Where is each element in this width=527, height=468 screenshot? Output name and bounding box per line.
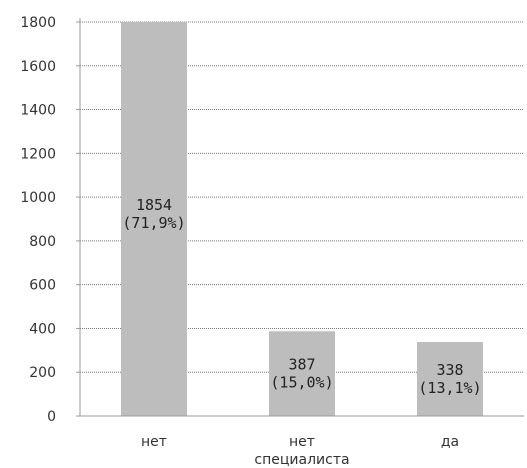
x-tick-labels: нет нет специалиста да <box>141 434 459 468</box>
y-tick-label: 1400 <box>20 103 56 119</box>
bar <box>121 22 187 416</box>
y-tick-label: 400 <box>29 321 56 337</box>
data-label: (13,1%) <box>418 379 481 397</box>
y-tick-label: 200 <box>29 365 56 381</box>
x-tick-label: нет <box>289 434 315 450</box>
x-tick-label: да <box>441 434 459 450</box>
y-tick-label: 1000 <box>20 190 56 206</box>
data-label: 338 <box>436 361 463 379</box>
bar <box>417 342 483 416</box>
data-label: 1854 <box>136 196 172 214</box>
y-tick-label: 600 <box>29 278 56 294</box>
axes <box>76 18 524 417</box>
y-tick-label: 800 <box>29 234 56 250</box>
data-labels: 1854(71,9%) 387(15,0%) 338(13,1%) <box>122 196 481 397</box>
y-tick-labels: 0 200 400 600 800 1000 1200 1400 1600 1800 <box>20 15 56 425</box>
x-tick-label: нет <box>141 434 167 450</box>
data-label: (71,9%) <box>122 214 185 232</box>
y-tick-label: 1800 <box>20 15 56 31</box>
data-label: (15,0%) <box>270 374 333 392</box>
bar <box>269 331 335 416</box>
y-tick-label: 1200 <box>20 146 56 162</box>
data-label: 387 <box>288 356 315 374</box>
bars <box>121 22 483 416</box>
y-tick-label: 1600 <box>20 59 56 75</box>
x-tick-label: специалиста <box>254 452 349 468</box>
y-tick-label: 0 <box>47 409 56 425</box>
